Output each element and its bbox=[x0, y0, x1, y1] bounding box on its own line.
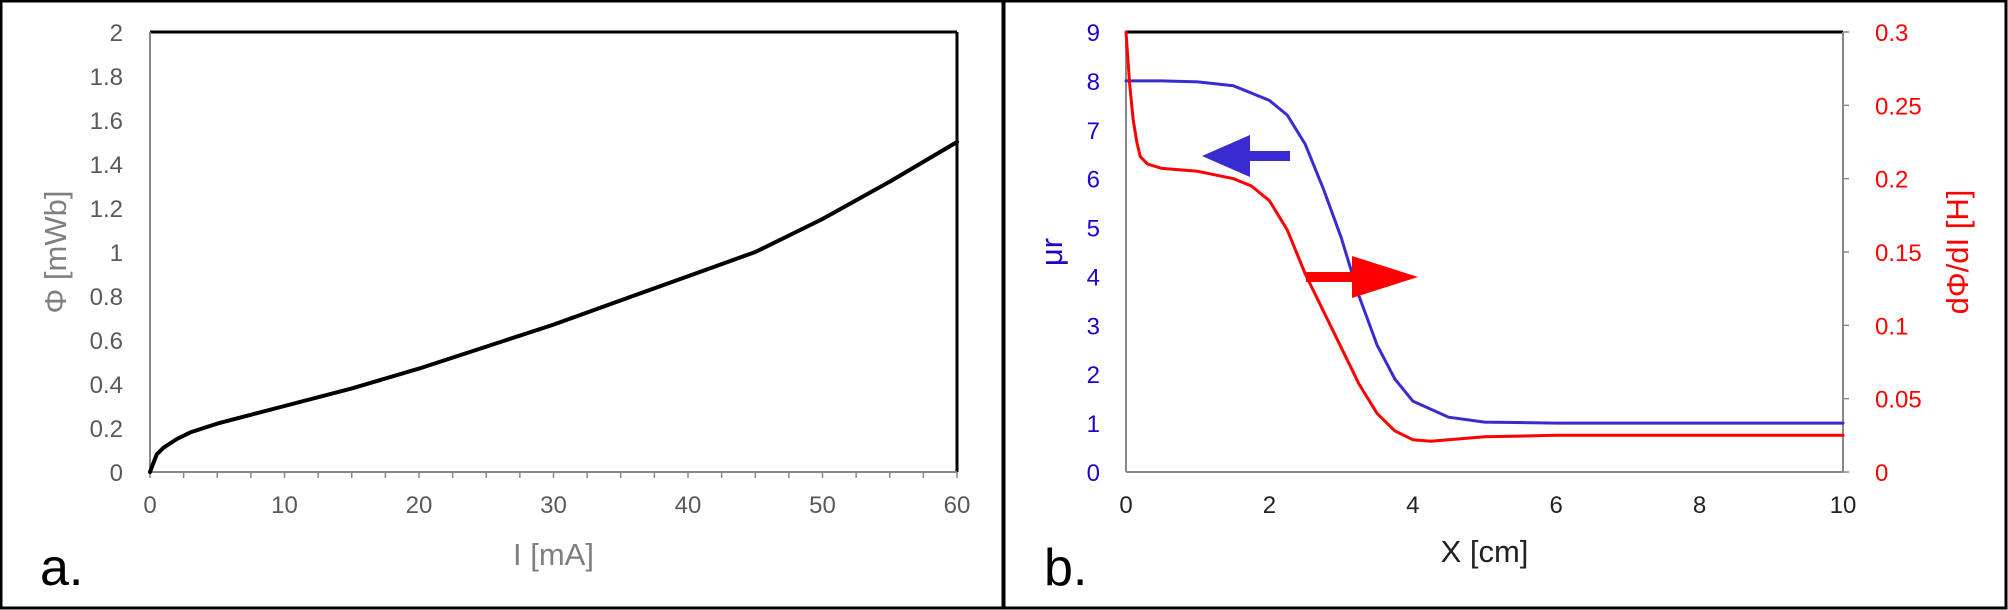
panel-a-y-tick-label: 0 bbox=[110, 460, 123, 487]
panel-b-chart: 0 2 4 6 8 10 0 1 2 3 4 5 6 7 8 9 0 0.05 0.1 0.15 0.2 0.25 0.3 X… bbox=[1034, 20, 1975, 569]
panel-b-left-tick-label: 7 bbox=[1087, 118, 1100, 145]
panel-a-x-tick-label: 60 bbox=[944, 492, 971, 519]
panel-a-x-tick-label: 20 bbox=[406, 492, 433, 519]
panel-b-left-tick-label: 6 bbox=[1087, 167, 1100, 194]
panel-b-x-tick-label: 10 bbox=[1830, 492, 1857, 519]
panel-b-x-tick-label: 6 bbox=[1550, 492, 1563, 519]
panel-b-frame bbox=[1002, 0, 2008, 610]
panel-a-x-tick-label: 50 bbox=[809, 492, 836, 519]
panel-b-left-axis-label: μr bbox=[1034, 238, 1069, 266]
panel-b-x-tick-label: 0 bbox=[1119, 492, 1132, 519]
panel-a-y-tick-label: 1 bbox=[110, 240, 123, 267]
left-arrow-shaft bbox=[1248, 151, 1290, 161]
panel-b-right-tick-label: 0 bbox=[1875, 460, 1888, 487]
panel-b-left-tick-label: 1 bbox=[1087, 411, 1100, 438]
panel-b-left-tick-label: 8 bbox=[1087, 69, 1100, 96]
panel-a-x-tick-label: 10 bbox=[271, 492, 298, 519]
panel-a-x-tick-label: 0 bbox=[143, 492, 156, 519]
panel-a-x-axis-label: I [mA] bbox=[513, 537, 594, 572]
panel-a-y-axis-label: Φ [mWb] bbox=[38, 191, 73, 314]
left-arrow-head bbox=[1202, 135, 1250, 177]
panel-a-label: a. bbox=[40, 539, 83, 597]
right-arrow-shaft bbox=[1306, 272, 1354, 282]
panel-a-series-line bbox=[148, 140, 959, 474]
panel-a-y-tick-label: 0.4 bbox=[90, 372, 123, 399]
panel-a-y-tick-label: 0.6 bbox=[90, 328, 123, 355]
panel-a-y-tick-label: 1.2 bbox=[90, 196, 123, 223]
panel-b-right-tick-label: 0.3 bbox=[1875, 20, 1908, 47]
panel-a-x-tick-label: 30 bbox=[540, 492, 567, 519]
panel-b-right-axis-label: dΦ/dI [H] bbox=[1940, 190, 1975, 315]
panel-b-right-tick-label: 0.05 bbox=[1875, 387, 1922, 414]
panel-a-y-tick-label: 1.4 bbox=[90, 152, 123, 179]
panel-a-x-tick-label: 40 bbox=[675, 492, 702, 519]
panel-b-left-tick-label: 5 bbox=[1087, 216, 1100, 243]
panel-b-mur-line bbox=[1124, 79, 1845, 425]
panel-b-left-tick-label: 9 bbox=[1087, 20, 1100, 47]
panel-b-left-tick-label: 4 bbox=[1087, 264, 1100, 291]
panel-b-right-tick-label: 0.1 bbox=[1875, 313, 1908, 340]
panel-b-dphidi-line bbox=[1124, 30, 1845, 443]
panel-b-right-tick-label: 0.15 bbox=[1875, 240, 1922, 267]
panel-a-chart: 0 10 20 30 40 50 60 0 0.2 0.4 0.6 0.8 1 1.2 1.4 1.6 1.8 2… bbox=[38, 20, 970, 572]
panel-b-x-axis-label: X [cm] bbox=[1441, 534, 1529, 569]
panel-b-x-tick-label: 4 bbox=[1406, 492, 1419, 519]
panel-b-left-tick-label: 2 bbox=[1087, 362, 1100, 389]
panel-b-left-tick-label: 3 bbox=[1087, 313, 1100, 340]
panel-a-y-tick-label: 0.8 bbox=[90, 284, 123, 311]
panel-b-x-tick-label: 2 bbox=[1263, 492, 1276, 519]
panel-b-label: b. bbox=[1044, 539, 1087, 597]
panel-a-y-tick-label: 1.8 bbox=[90, 64, 123, 91]
panel-b-right-tick-label: 0.2 bbox=[1875, 167, 1908, 194]
panel-b-right-tick-label: 0.25 bbox=[1875, 93, 1922, 120]
panel-b-x-tick-label: 8 bbox=[1693, 492, 1706, 519]
panel-b-left-tick-label: 0 bbox=[1087, 460, 1100, 487]
right-arrow-head bbox=[1352, 256, 1418, 298]
panel-a-y-tick-label: 1.6 bbox=[90, 108, 123, 135]
panel-a-y-tick-label: 2 bbox=[110, 20, 123, 47]
panel-a-y-tick-label: 0.2 bbox=[90, 416, 123, 443]
